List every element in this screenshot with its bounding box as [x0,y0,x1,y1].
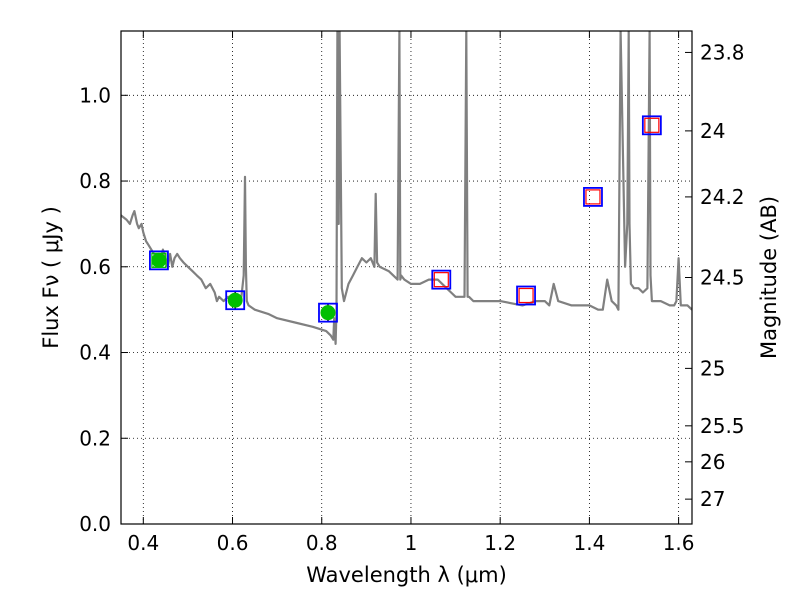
plot-frame [120,30,693,525]
axis-ticks: 0.4 0.6 0.8 1 1.2 1.4 1.6 0.0 0.2 0.4 0.6 0.8 1.0 23.… [79,31,745,555]
model-spectrum-line [121,31,692,345]
x-tick-label: 1.2 [484,531,516,555]
right-tick-label: 24.5 [700,266,745,290]
right-tick-label: 24.2 [700,185,745,209]
model-band-square [583,187,603,207]
y-tick-label: 0.0 [79,512,111,536]
x-tick-label: 0.6 [217,531,249,555]
model-band-square [516,285,536,306]
model-spectrum [121,31,692,345]
x-tick-label: 1.6 [663,531,695,555]
x-tick-label: 1.4 [573,531,605,555]
right-tick-label: 26 [700,450,725,474]
grid-lines [121,31,692,525]
observed-flux-point [227,292,243,308]
x-axis-label: Wavelength λ (μm) [306,563,507,587]
model-flux-square [585,189,601,205]
y-tick-label: 0.6 [79,255,111,279]
model-flux-square [644,117,660,133]
photometry-points [149,115,662,323]
y-tick-label: 0.4 [79,341,111,365]
x-tick-label: 1 [405,531,418,555]
x-tick-label: 0.8 [306,531,338,555]
model-band-square [431,269,452,290]
right-tick-label: 25 [700,356,725,380]
observed-flux-point [151,252,167,268]
right-tick-label: 25.5 [700,414,745,438]
right-tick-label: 27 [700,487,725,511]
model-flux-square [518,287,534,304]
y-tick-label: 0.2 [79,426,111,450]
right-axis-label: Magnitude (AB) [757,196,781,359]
model-band-square [318,302,338,323]
y-tick-label: 0.8 [79,169,111,193]
model-band-square [225,290,246,311]
x-tick-label: 0.4 [127,531,159,555]
right-tick-label: 24 [700,119,725,143]
right-tick-label: 23.8 [700,40,745,64]
y-tick-label: 1.0 [79,83,111,107]
model-flux-square [433,272,449,288]
observed-flux-point [320,305,336,321]
y-axis-label: Flux Fν ( μJy ) [39,206,63,349]
model-band-square [641,115,662,136]
model-band-square [149,250,169,271]
